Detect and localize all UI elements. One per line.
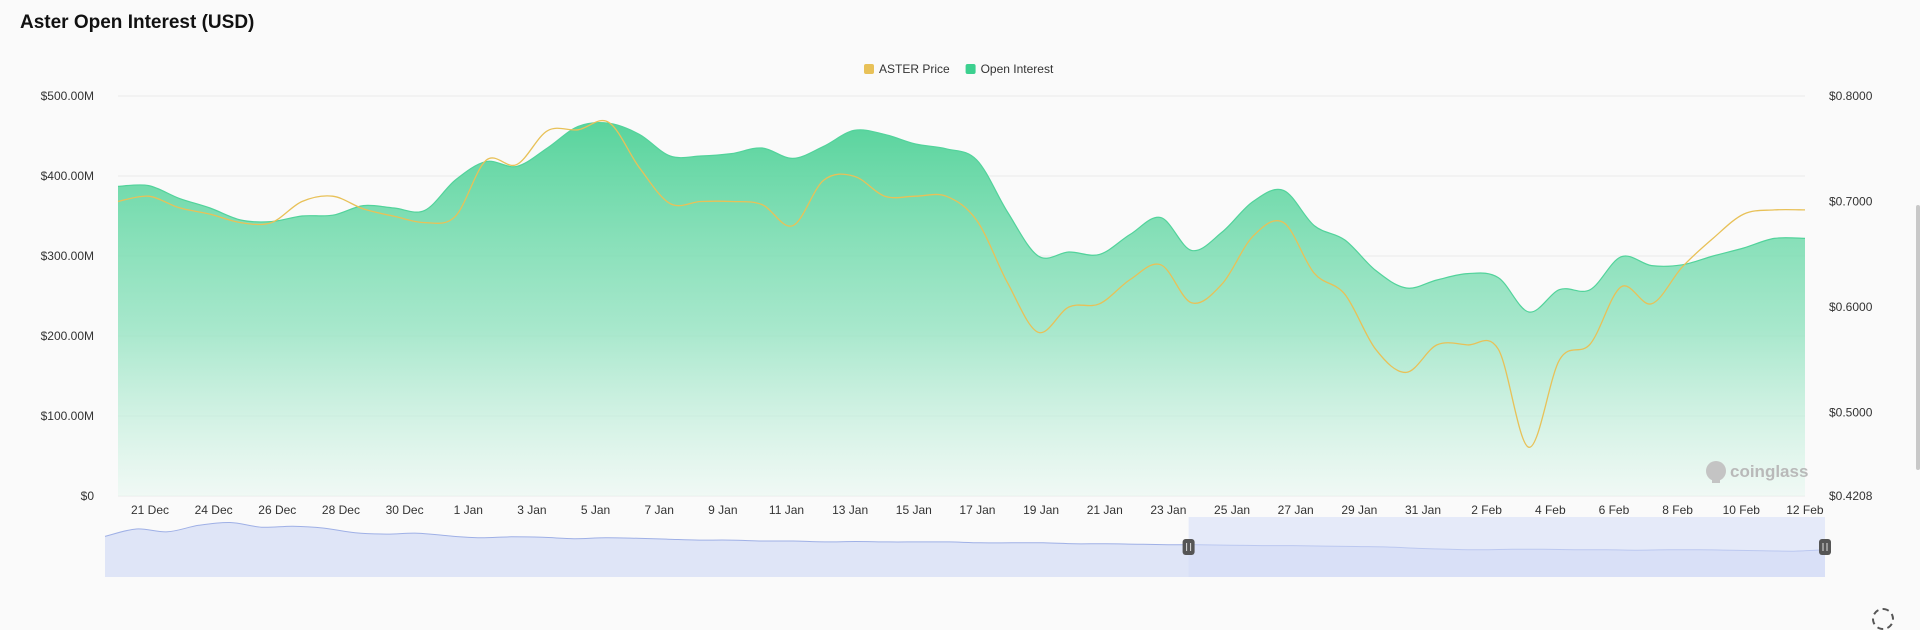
- coinglass-logo-shape: [1706, 461, 1726, 481]
- navigator-handle-right[interactable]: [1819, 539, 1831, 555]
- aster-price-line: [117, 119, 1806, 448]
- page-scrollbar[interactable]: [1916, 205, 1920, 470]
- legend-label: Open Interest: [981, 62, 1054, 76]
- y-right-tick-label: $0.6000: [1829, 300, 1873, 314]
- open-interest-line: [117, 121, 1806, 313]
- watermark: coinglass: [1706, 461, 1808, 483]
- x-tick-label: 27 Jan: [1278, 503, 1314, 517]
- y-left-tick-label: $200.00M: [41, 329, 94, 343]
- x-tick-label: 21 Jan: [1087, 503, 1123, 517]
- x-tick-label: 10 Feb: [1723, 503, 1761, 517]
- x-tick-label: 26 Dec: [258, 503, 296, 517]
- x-tick-label: 30 Dec: [386, 503, 424, 517]
- x-tick-label: 11 Jan: [769, 503, 804, 517]
- x-tick-label: 6 Feb: [1599, 503, 1630, 517]
- coinglass-logo-base: [1712, 475, 1720, 483]
- legend[interactable]: ASTER Price Open Interest: [864, 62, 1054, 76]
- x-tick-label: 15 Jan: [896, 503, 932, 517]
- y-left-tick-label: $0: [81, 489, 95, 503]
- x-tick-label: 23 Jan: [1150, 503, 1186, 517]
- y-left-tick-label: $300.00M: [41, 249, 94, 263]
- x-tick-label: 24 Dec: [195, 503, 233, 517]
- gear-icon[interactable]: [1872, 608, 1894, 630]
- legend-label: ASTER Price: [879, 62, 950, 76]
- handle-grip-icon: [1182, 539, 1195, 555]
- x-tick-label: 13 Jan: [832, 503, 868, 517]
- x-tick-label: 19 Jan: [1023, 503, 1059, 517]
- x-tick-label: 29 Jan: [1341, 503, 1377, 517]
- navigator-handle-left[interactable]: [1182, 539, 1195, 555]
- coinglass-logo-icon: [1706, 461, 1726, 483]
- handle-grip-icon: [1819, 539, 1831, 555]
- y-left-tick-label: $500.00M: [41, 89, 94, 103]
- y-left-tick-label: $400.00M: [41, 169, 94, 183]
- plot-area: [117, 119, 1806, 496]
- legend-swatch: [965, 64, 976, 74]
- y-right-tick-label: $0.4208: [1829, 489, 1873, 503]
- x-axis: 21 Dec 24 Dec 26 Dec 28 Dec 30 Dec 1 Jan 3 Jan…: [131, 503, 1824, 517]
- watermark-text: coinglass: [1730, 462, 1808, 481]
- y-left-tick-label: $100.00M: [41, 409, 94, 423]
- x-tick-label: 31 Jan: [1405, 503, 1441, 517]
- x-tick-label: 2 Feb: [1471, 503, 1502, 517]
- x-tick-label: 5 Jan: [581, 503, 610, 517]
- y-axis-left: $0 $100.00M $200.00M $300.00M $400.00M $500.0…: [41, 89, 95, 503]
- y-right-tick-label: $0.8000: [1829, 89, 1873, 103]
- legend-swatch: [864, 64, 874, 74]
- x-tick-label: 8 Feb: [1662, 503, 1693, 517]
- x-tick-label: 4 Feb: [1535, 503, 1566, 517]
- x-tick-label: 12 Feb: [1786, 503, 1824, 517]
- x-tick-label: 21 Dec: [131, 503, 169, 517]
- navigator-selection-window: [1188, 517, 1825, 577]
- range-navigator[interactable]: [104, 517, 1831, 577]
- y-right-tick-label: $0.7000: [1829, 194, 1873, 208]
- x-tick-label: 1 Jan: [454, 503, 483, 517]
- x-tick-label: 25 Jan: [1214, 503, 1250, 517]
- x-tick-label: 17 Jan: [959, 503, 995, 517]
- x-tick-label: 28 Dec: [322, 503, 360, 517]
- y-right-tick-label: $0.5000: [1829, 405, 1873, 419]
- x-tick-label: 3 Jan: [517, 503, 546, 517]
- x-tick-label: 9 Jan: [708, 503, 737, 517]
- x-tick-label: 7 Jan: [645, 503, 674, 517]
- y-axis-right: $0.4208 $0.5000 $0.6000 $0.7000 $0.8000: [1829, 89, 1873, 503]
- open-interest-area: [118, 122, 1805, 496]
- page-title: Aster Open Interest (USD): [20, 12, 255, 33]
